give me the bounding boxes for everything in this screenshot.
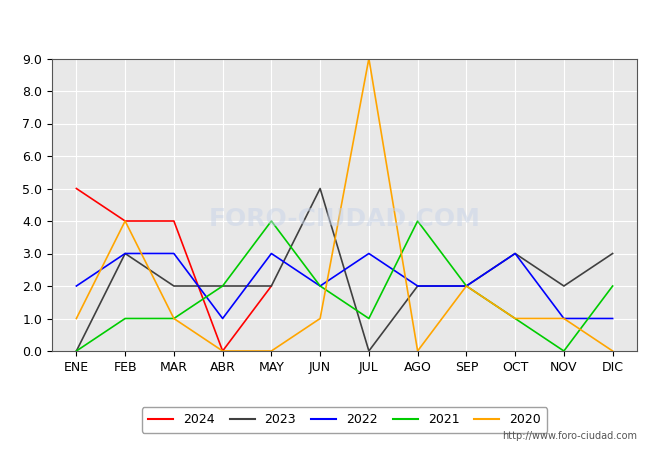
Legend: 2024, 2023, 2022, 2021, 2020: 2024, 2023, 2022, 2021, 2020 bbox=[142, 407, 547, 432]
Text: Matriculaciones de Vehículos en Ateca: Matriculaciones de Vehículos en Ateca bbox=[152, 18, 498, 36]
Text: FORO-CIUDAD.COM: FORO-CIUDAD.COM bbox=[209, 207, 480, 231]
Text: http://www.foro-ciudad.com: http://www.foro-ciudad.com bbox=[502, 431, 637, 441]
